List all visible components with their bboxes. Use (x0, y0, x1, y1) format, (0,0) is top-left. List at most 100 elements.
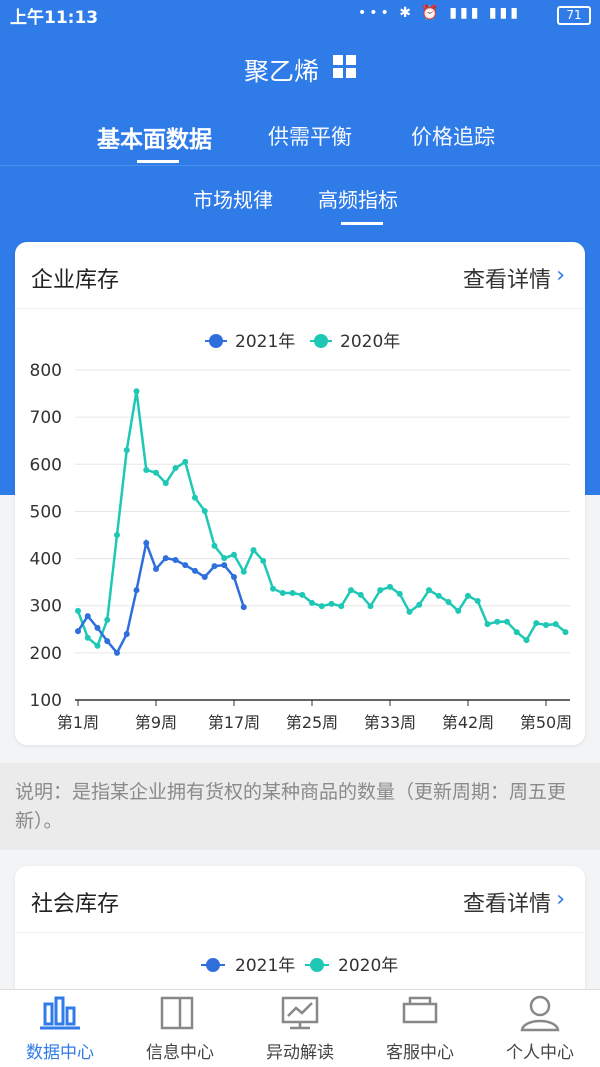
point (240, 568, 247, 575)
point (75, 607, 81, 614)
x-tick-label: 第50周 (520, 713, 572, 732)
card-title: 企业库存 (31, 268, 120, 293)
point (270, 585, 276, 592)
status-time: 上午11:13 (10, 8, 99, 28)
point (318, 603, 325, 610)
y-tick-label: 800 (30, 361, 62, 381)
divider (15, 932, 585, 933)
x-tick-label: 第42周 (442, 713, 494, 732)
point (494, 618, 501, 625)
nav-icons (40, 995, 560, 1032)
point (279, 589, 286, 596)
point (416, 601, 423, 608)
point (75, 628, 81, 635)
detail-link[interactable]: 查看详情 (462, 892, 551, 917)
point (84, 613, 91, 620)
chart: 100 200 300 400 500 600 700 800 第1周 第9周 第17周 第25周 第3… (30, 332, 573, 732)
point (104, 616, 111, 623)
point (172, 556, 179, 563)
point (260, 557, 267, 564)
nav-label[interactable]: 个人中心 (506, 1043, 574, 1063)
point (289, 589, 296, 596)
tab[interactable]: 基本面数据 (97, 127, 212, 153)
point (172, 465, 179, 472)
point (114, 649, 120, 656)
point (309, 599, 315, 606)
legend-label: 2020年 (338, 956, 398, 976)
point (435, 592, 442, 599)
chevron[interactable]: › (556, 887, 565, 912)
battery: 71 (557, 6, 591, 25)
point (455, 607, 462, 614)
note-bg (0, 763, 600, 850)
y-tick-label: 500 (30, 502, 62, 522)
tab-indicator (137, 160, 179, 163)
point (338, 603, 345, 610)
card-title: 社会库存 (31, 892, 120, 917)
nav-label[interactable]: 信息中心 (146, 1043, 214, 1063)
point (299, 591, 306, 598)
tab[interactable]: 供需平衡 (268, 125, 352, 149)
point (484, 621, 491, 628)
point (562, 629, 569, 636)
point (133, 388, 140, 395)
point (182, 562, 189, 569)
point (552, 621, 559, 628)
legend-marker (209, 334, 223, 348)
legend-label: 2021年 (235, 332, 295, 352)
point (123, 631, 130, 637)
divider (15, 308, 585, 309)
point (240, 604, 247, 611)
point (123, 447, 130, 454)
legend: 2021年 2020年 (201, 956, 398, 976)
point (192, 567, 198, 574)
subtab-indicator (341, 222, 383, 225)
tab[interactable]: 价格追踪 (411, 125, 495, 149)
point (94, 624, 101, 631)
legend-marker (314, 334, 328, 348)
grid-icon[interactable] (333, 55, 357, 79)
point (104, 638, 111, 645)
point (387, 583, 393, 590)
subtab[interactable]: 高频指标 (318, 188, 398, 212)
point (250, 547, 257, 554)
subtab[interactable]: 市场规律 (193, 188, 273, 212)
detail-link[interactable]: 查看详情 (462, 268, 551, 293)
point (153, 469, 159, 476)
status-icons: ••• ✱ ⏰ ▮▮▮ ▮▮▮ (358, 5, 521, 21)
point (513, 629, 520, 636)
point (162, 480, 169, 487)
point (367, 603, 374, 610)
y-tick-label: 700 (30, 408, 62, 428)
point (114, 532, 120, 538)
point (143, 466, 150, 473)
nav-label[interactable]: 异动解读 (266, 1043, 334, 1063)
point (153, 565, 159, 572)
point (543, 622, 549, 629)
point (221, 562, 228, 569)
card: 企业库存 查看详情 › (15, 242, 585, 745)
point (143, 540, 150, 547)
divider (0, 165, 600, 166)
nav-label[interactable]: 客服中心 (386, 1043, 454, 1063)
nav-label[interactable]: 数据中心 (26, 1043, 94, 1063)
point (211, 542, 218, 549)
series-line (76, 538, 245, 656)
chevron[interactable]: › (556, 263, 565, 288)
point (396, 590, 403, 597)
point (504, 618, 510, 625)
y-tick-label: 100 (30, 691, 62, 711)
point (84, 634, 91, 641)
x-tick-label: 第25周 (286, 713, 338, 732)
point (377, 587, 384, 594)
point (182, 458, 189, 465)
point (474, 598, 481, 604)
point (221, 555, 228, 562)
point (192, 494, 198, 501)
legend-label: 2021年 (235, 956, 295, 976)
y-tick-label: 200 (30, 644, 62, 664)
point (426, 587, 432, 594)
point (201, 573, 208, 580)
point (523, 637, 530, 644)
